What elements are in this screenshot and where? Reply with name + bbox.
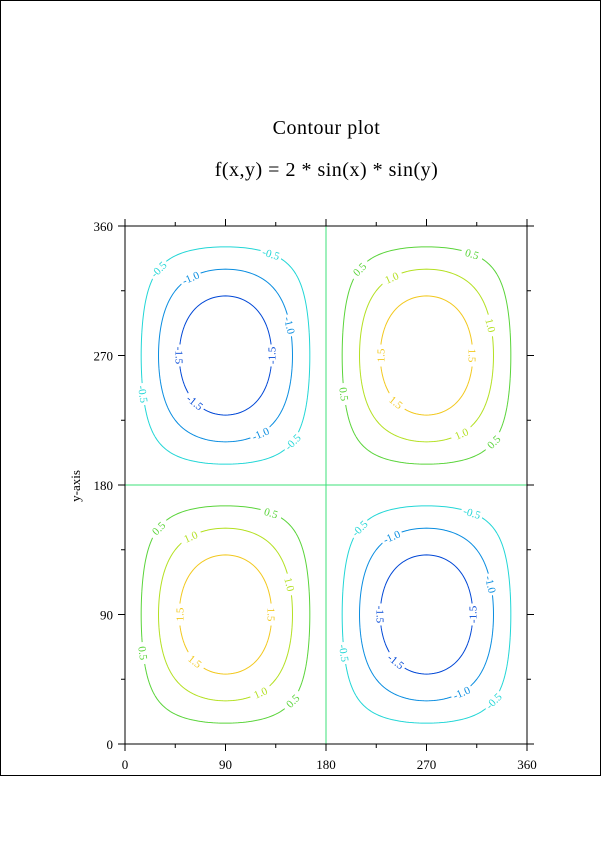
contour-label-bg	[247, 423, 273, 444]
y-tick-label: 180	[94, 478, 114, 493]
contour-label-bg	[336, 641, 352, 665]
contour-label: 1.0	[383, 270, 401, 287]
contour-label-bg	[383, 390, 409, 414]
contour-label-bg	[482, 313, 500, 338]
contour-label-bg	[374, 344, 387, 367]
contour-label: 1.5	[466, 349, 478, 363]
axes: 0 90 180 270 360 0 90 180 270 360	[94, 219, 537, 772]
contour-label-bg	[459, 503, 485, 522]
contour-label-bg	[135, 641, 151, 665]
contour-label: 1.0	[453, 426, 471, 443]
contour-label-bg	[481, 688, 506, 713]
x-tick-label: 90	[219, 757, 232, 772]
y-tick-label: 270	[94, 349, 114, 364]
contour-label-bg	[281, 313, 299, 338]
y-tick-label: 90	[100, 608, 113, 623]
contour-level-0	[125, 226, 527, 744]
contour-label-bg	[146, 257, 171, 282]
contour-label-bg	[265, 603, 278, 626]
contour-label: 1.0	[281, 576, 296, 593]
contour-label: -1.5	[267, 346, 279, 364]
contour-label-bg	[265, 344, 278, 367]
contour-label: -0.5	[462, 505, 483, 522]
y-axis-label: y-axis	[68, 470, 83, 502]
contour-label-bg	[280, 688, 305, 713]
contour-label: 1.0	[182, 529, 200, 546]
contour-lines	[125, 226, 527, 744]
contour-label: 1.5	[174, 607, 186, 621]
contour-label: 0.5	[135, 646, 149, 662]
contour-label-bg	[178, 267, 204, 288]
contour-label-bg	[173, 603, 186, 626]
contour-label-bg	[383, 649, 409, 673]
contour-label-bg	[466, 344, 479, 367]
contour-label: -1.5	[172, 347, 184, 365]
contour-label-bg	[135, 382, 151, 406]
chart-subtitle: f(x,y) = 2 * sin(x) * sin(y)	[214, 159, 439, 181]
chart-title: Contour plot	[272, 117, 381, 139]
contour-label-bg	[448, 423, 474, 444]
contour-label-bg	[379, 267, 405, 288]
x-tick-label: 270	[417, 757, 437, 772]
x-tick-label: 360	[517, 757, 537, 772]
contour-label: 0.5	[463, 247, 480, 263]
contour-label-bg	[178, 526, 204, 547]
contour-label-bg	[247, 682, 273, 703]
contour-label: 0.5	[262, 506, 279, 522]
x-tick-label: 0	[122, 757, 129, 772]
contour-label-bg	[182, 390, 208, 414]
contour-label-bg	[374, 603, 387, 626]
contour-label-bg	[481, 429, 506, 454]
y-tick-label: 360	[94, 219, 114, 234]
contour-label-bg	[146, 516, 171, 541]
contour-label: -0.5	[261, 246, 282, 263]
contour-label-bg	[258, 244, 284, 263]
contour-label: 1.5	[265, 608, 277, 622]
contour-label: -0.5	[135, 385, 149, 404]
contour-label: -1.5	[468, 605, 480, 623]
contour-level-m1	[158, 268, 494, 702]
x-tick-label: 180	[316, 757, 336, 772]
contour-label-bg	[182, 649, 208, 673]
contour-label: -0.5	[336, 644, 350, 663]
contour-label: 1.5	[375, 348, 387, 362]
contour-label-bg	[336, 382, 352, 406]
contour-label-bg	[448, 682, 474, 703]
contour-label: 0.5	[336, 387, 350, 403]
contour-label-bg	[173, 344, 186, 367]
contour-level-1_5	[178, 295, 474, 675]
contour-label-bg	[459, 244, 485, 263]
contour-label-bg	[347, 257, 372, 282]
contour-label: -1.5	[373, 606, 385, 624]
contour-level-m1_5	[178, 295, 474, 675]
contour-label-bg	[379, 526, 405, 547]
contour-label-bg	[482, 572, 500, 597]
page-frame	[0, 0, 601, 776]
contour-label-bg	[281, 572, 299, 597]
contour-label: 1.0	[252, 685, 270, 702]
contour-label: 1.0	[482, 317, 497, 334]
contour-label: -1.0	[482, 575, 498, 595]
contour-level-1	[158, 268, 494, 702]
contour-label-bg	[466, 603, 479, 626]
contour-label: -1.0	[281, 316, 297, 336]
y-tick-label: 0	[107, 737, 114, 752]
contour-label-bg	[347, 516, 372, 541]
contour-label-bg	[280, 429, 305, 454]
contour-label-bg	[258, 503, 284, 522]
